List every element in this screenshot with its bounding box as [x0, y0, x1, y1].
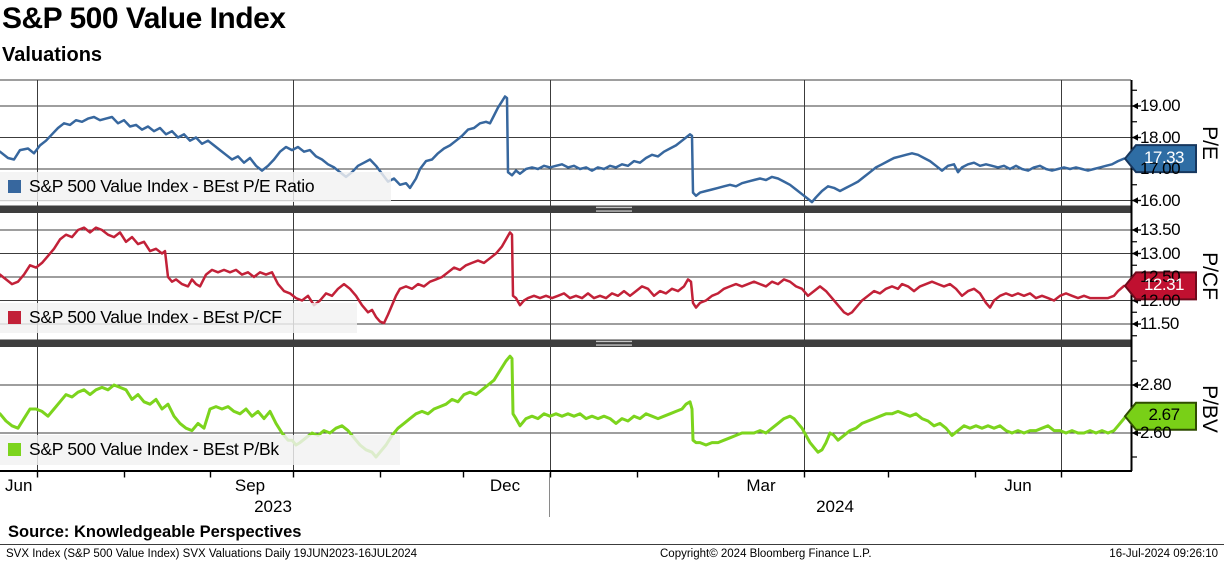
- last-value-badge-pcf: 12.31: [1143, 274, 1185, 294]
- footer-security-info: SVX Index (S&P 500 Value Index) SVX Valu…: [6, 548, 418, 560]
- y-tick-label: 2.60: [1140, 423, 1172, 442]
- legend-label-pbv: S&P 500 Value Index - BEst P/Bk: [29, 439, 279, 459]
- y-tick-label: 17.00: [1140, 159, 1181, 178]
- y-tick-label: 12.00: [1140, 290, 1181, 310]
- y-tick-label: 13.00: [1140, 243, 1181, 263]
- legend-marker-pe: [8, 180, 21, 193]
- legend-pe: S&P 500 Value Index - BEst P/E Ratio: [0, 171, 391, 202]
- axis-label-pcf: P/CF: [1198, 252, 1221, 301]
- year-label: 2023: [254, 497, 292, 516]
- legend-marker-pbv: [8, 443, 21, 456]
- y-tick-label: 12.50: [1140, 267, 1181, 286]
- year-label: 2024: [816, 497, 854, 516]
- x-tick-label: Mar: [746, 476, 776, 495]
- x-tick-label: Jun: [5, 476, 33, 495]
- axis-label-pbv: P/BV: [1198, 385, 1221, 433]
- footer-datetime: 16-Jul-2024 09:26:10: [1109, 548, 1218, 560]
- legend-marker-pcf: [8, 311, 21, 324]
- page-subtitle: Valuations: [2, 44, 103, 66]
- y-tick-label: 18.00: [1140, 127, 1181, 147]
- x-tick-label: Dec: [489, 476, 521, 495]
- legend-label-pcf: S&P 500 Value Index - BEst P/CF: [29, 307, 282, 327]
- y-tick-label: 2.80: [1140, 375, 1172, 394]
- y-tick-label: 19.00: [1140, 96, 1181, 115]
- last-value-badge-pbv: 2.67: [1148, 405, 1180, 425]
- y-tick-label: 16.00: [1140, 190, 1181, 210]
- x-tick-label: Jun: [1004, 476, 1032, 495]
- y-tick-label: 13.50: [1140, 220, 1181, 239]
- y-tick-label: 11.50: [1140, 314, 1179, 333]
- axis-label-pe: P/E: [1198, 125, 1221, 160]
- source-text: Source: Knowledgeable Perspectives: [8, 523, 302, 541]
- legend-pbv: S&P 500 Value Index - BEst P/Bk: [0, 434, 400, 465]
- year-separator-line: [549, 473, 550, 517]
- legend-pcf: S&P 500 Value Index - BEst P/CF: [0, 302, 357, 333]
- footer-copyright: Copyright© 2024 Bloomberg Finance L.P.: [660, 548, 872, 560]
- last-value-badge-pe: 17.33: [1143, 147, 1185, 167]
- legend-label-pe: S&P 500 Value Index - BEst P/E Ratio: [29, 176, 315, 196]
- footer-divider: [0, 544, 1224, 545]
- x-tick-label: Sep: [234, 476, 266, 495]
- page-title: S&P 500 Value Index: [2, 2, 286, 35]
